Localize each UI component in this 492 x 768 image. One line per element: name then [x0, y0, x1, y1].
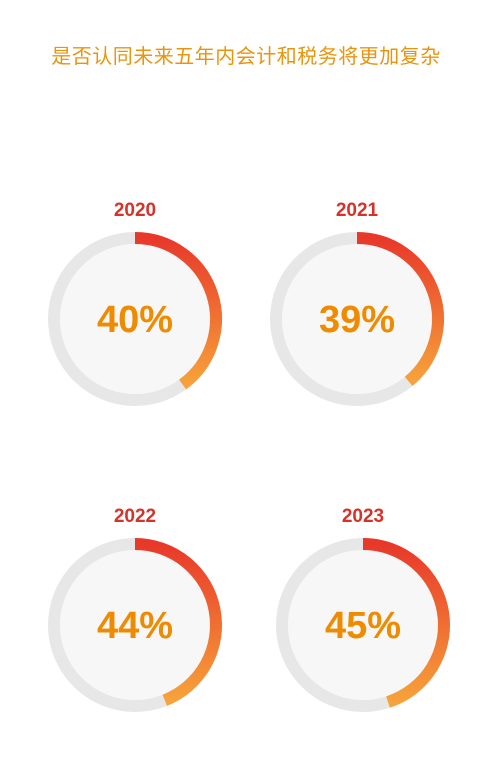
donut-gauge: 44%: [48, 538, 222, 712]
gauge-inner-disc: [288, 550, 438, 700]
gauge-inner-disc: [60, 550, 210, 700]
year-label: 2022: [113, 506, 157, 527]
gauge-inner-disc: [282, 244, 432, 394]
year-label: 2023: [341, 506, 385, 527]
gauge-value-label: 39%: [319, 299, 395, 341]
chart-title: 是否认同未来五年内会计和税务将更加复杂: [51, 46, 441, 68]
gauge-value-arc: [356, 232, 444, 387]
gauge-value-arc: [362, 538, 450, 708]
donut-gauge: 45%: [276, 538, 450, 712]
gauge-value-arc: [134, 538, 222, 706]
year-label: 2020: [113, 200, 157, 221]
donut-gauge: 40%: [48, 232, 222, 406]
gauge-value-label: 45%: [325, 605, 401, 647]
year-label: 2021: [335, 200, 379, 221]
gauge-2023: 2023 45%: [268, 506, 458, 736]
gauge-value-label: 44%: [97, 605, 173, 647]
gauge-inner-disc: [60, 244, 210, 394]
gauge-value-arc: [134, 232, 222, 390]
donut-gauge: 39%: [270, 232, 444, 406]
gauge-2021: 2021 39%: [262, 200, 452, 430]
gauge-2020: 2020 40%: [40, 200, 230, 430]
gauge-value-label: 40%: [97, 299, 173, 341]
gauge-2022: 2022 44%: [40, 506, 230, 736]
